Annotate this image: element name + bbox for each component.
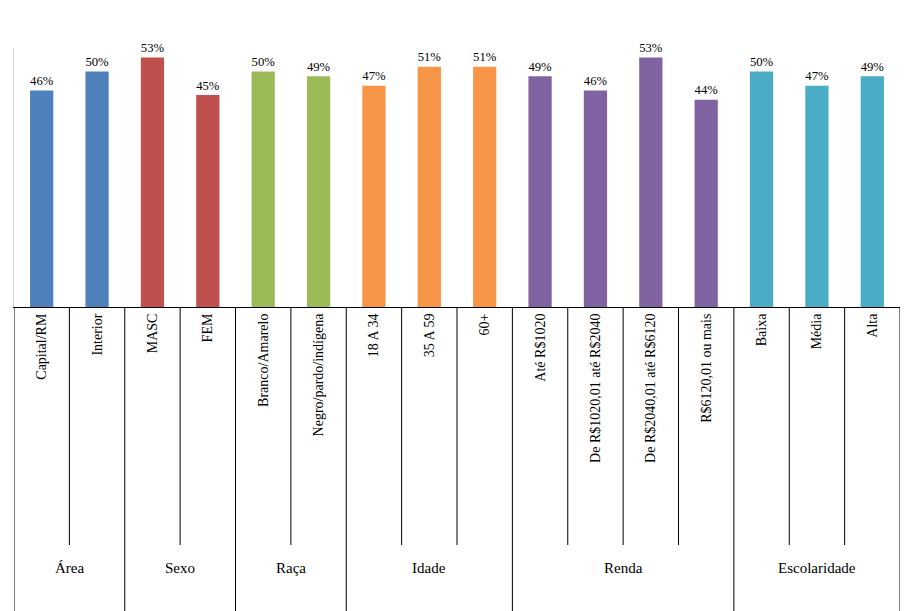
svg-text:Até R$1020: Até R$1020: [533, 314, 548, 382]
svg-text:Baixa: Baixa: [754, 313, 769, 346]
svg-text:FEM: FEM: [200, 313, 215, 342]
svg-text:R$6120,01 ou mais: R$6120,01 ou mais: [699, 314, 714, 423]
svg-text:49%: 49%: [861, 60, 885, 74]
svg-text:Branco/Amarelo: Branco/Amarelo: [256, 314, 271, 407]
svg-text:50%: 50%: [85, 55, 109, 69]
svg-text:Escolaridade: Escolaridade: [778, 560, 856, 576]
svg-text:Sexo: Sexo: [165, 560, 195, 576]
svg-text:50%: 50%: [750, 55, 774, 69]
svg-text:Renda: Renda: [604, 560, 643, 576]
svg-text:60+: 60+: [477, 314, 492, 336]
svg-text:51%: 51%: [473, 50, 497, 64]
svg-text:46%: 46%: [584, 74, 608, 88]
svg-text:53%: 53%: [141, 41, 165, 55]
svg-text:53%: 53%: [639, 41, 663, 55]
svg-text:MASC: MASC: [145, 314, 160, 354]
svg-text:Idade: Idade: [412, 560, 446, 576]
svg-text:De R$2040,01 até R$6120: De R$2040,01 até R$6120: [643, 314, 658, 463]
svg-text:47%: 47%: [805, 69, 829, 83]
svg-text:35 A 59: 35 A 59: [422, 314, 437, 358]
svg-text:49%: 49%: [307, 60, 331, 74]
svg-text:45%: 45%: [196, 79, 220, 93]
svg-text:Interior: Interior: [90, 313, 105, 355]
svg-text:Capital/RM: Capital/RM: [34, 313, 49, 380]
svg-text:Média: Média: [809, 313, 824, 350]
svg-text:44%: 44%: [695, 83, 719, 97]
svg-text:49%: 49%: [528, 60, 552, 74]
svg-text:Alta: Alta: [865, 313, 880, 338]
svg-text:18 A 34: 18 A 34: [366, 314, 381, 358]
svg-text:Negro/pardo/indígena: Negro/pardo/indígena: [311, 313, 326, 437]
svg-text:50%: 50%: [252, 55, 276, 69]
svg-text:Área: Área: [55, 560, 84, 576]
svg-text:Raça: Raça: [276, 560, 306, 576]
svg-text:47%: 47%: [362, 69, 386, 83]
svg-text:46%: 46%: [30, 74, 54, 88]
svg-text:51%: 51%: [418, 50, 442, 64]
svg-text:De R$1020,01 até R$2040: De R$1020,01 até R$2040: [588, 314, 603, 463]
